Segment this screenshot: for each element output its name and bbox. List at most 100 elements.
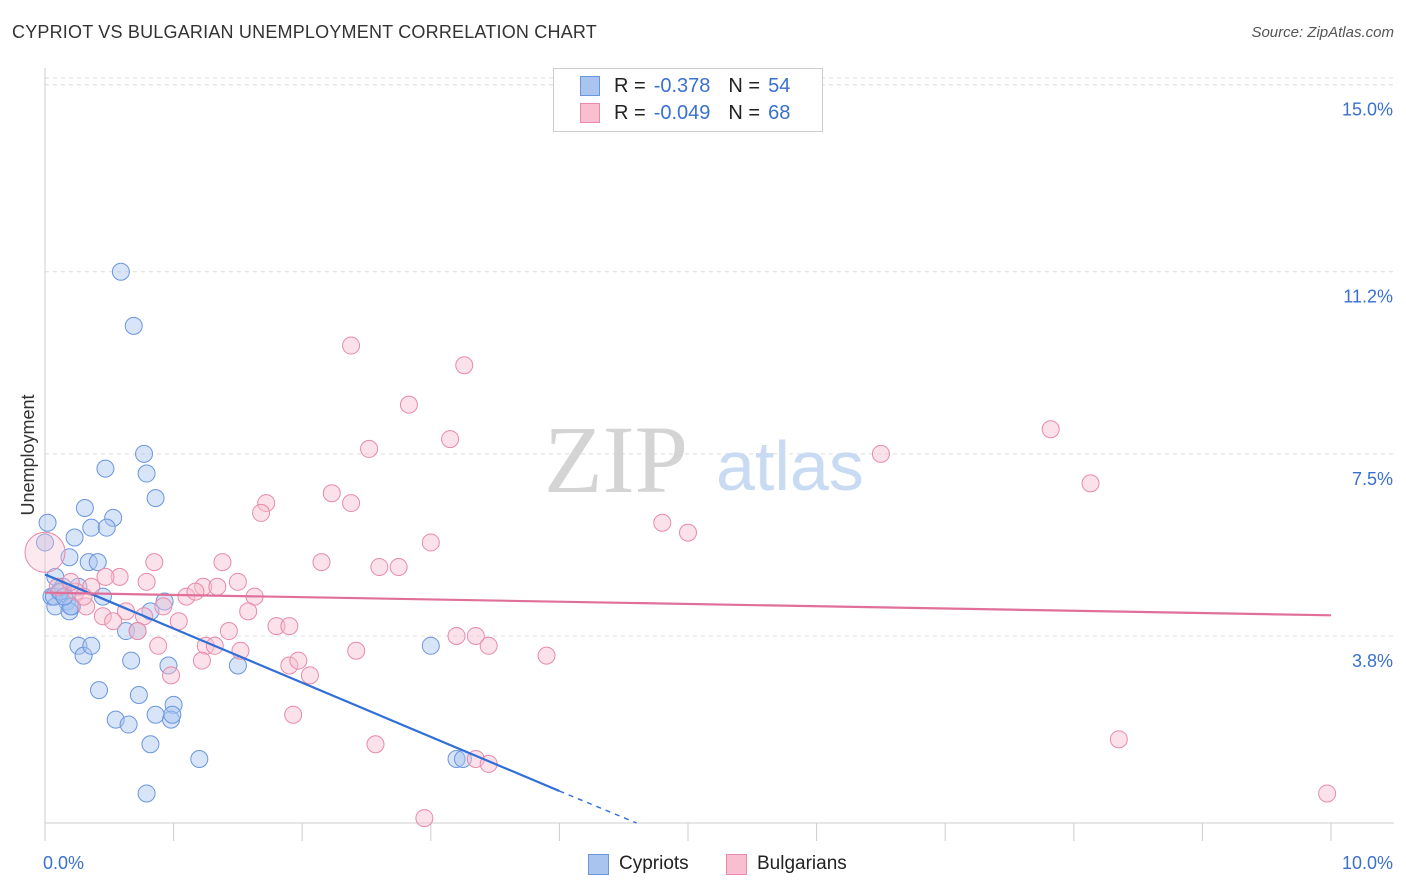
bulgarian-point xyxy=(455,356,474,375)
bulgarian-point xyxy=(186,582,205,601)
bulgarian-point xyxy=(679,523,697,542)
bulgarian-point xyxy=(280,656,299,675)
legend-row-bulgarians: R = -0.049 N = 68 xyxy=(580,100,790,126)
bulgarian-point xyxy=(267,617,286,636)
cypriot-point xyxy=(82,518,101,537)
bulgarian-point xyxy=(871,444,890,463)
bulgarian-point xyxy=(96,567,115,586)
cypriot-point xyxy=(36,533,54,552)
cypriot-point xyxy=(190,750,209,769)
bulgarian-point xyxy=(104,612,123,631)
y-axis-label: Unemployment xyxy=(18,394,38,515)
bulgarian-point xyxy=(1081,474,1100,493)
cypriot-trend-line xyxy=(44,573,560,793)
bulgarian-point xyxy=(415,809,434,828)
bottom-legend-bulgarians: Bulgarians xyxy=(726,852,847,876)
bulgarian-point xyxy=(1109,730,1128,749)
y-tick-label: 3.8% xyxy=(1352,651,1393,671)
x-tick-label: 0.0% xyxy=(43,853,84,873)
cypriot-trend-extension xyxy=(559,790,637,824)
cypriot-point xyxy=(146,705,165,724)
bulgarian-point xyxy=(24,531,66,573)
watermark-zip: ZIP xyxy=(544,406,688,513)
bottom-legend-cypriots: Cypriots xyxy=(588,852,689,876)
bulgarian-point xyxy=(110,567,129,586)
cypriot-point xyxy=(137,784,156,803)
bulgarian-point xyxy=(479,636,498,655)
bulgarian-point xyxy=(149,636,168,655)
bulgarian-point xyxy=(208,577,227,596)
legend-n-label: N = xyxy=(728,101,761,124)
watermark-atlas: atlas xyxy=(716,427,864,505)
y-tick-label: 11.2% xyxy=(1343,287,1393,307)
y-tick-label: 7.5% xyxy=(1352,469,1393,489)
cypriot-point xyxy=(129,686,148,705)
legend-swatch-cypriots xyxy=(580,76,600,96)
bulgarian-point xyxy=(421,533,440,552)
bulgarian-point xyxy=(289,651,308,670)
bulgarian-point xyxy=(228,572,247,591)
grid-lines xyxy=(45,77,1394,637)
bulgarian-point xyxy=(322,484,341,503)
legend-n-value: 54 xyxy=(768,74,791,97)
bulgarian-point xyxy=(342,336,361,355)
cypriot-point xyxy=(164,695,183,714)
bulgarian-point xyxy=(137,572,156,591)
bulgarian-point xyxy=(192,651,211,670)
bulgarian-point xyxy=(219,622,238,641)
legend-n-label: N = xyxy=(728,74,761,97)
bulgarian-trend-line xyxy=(44,591,1332,617)
cypriot-point xyxy=(135,444,154,463)
bulgarian-point xyxy=(347,641,366,660)
bottom-legend-label: Bulgarians xyxy=(757,853,847,874)
bulgarian-point xyxy=(177,587,196,606)
cypriot-point xyxy=(163,705,182,724)
bulgarian-point xyxy=(252,503,271,522)
bottom-legend-swatch-cypriots xyxy=(588,853,609,875)
bulgarian-point xyxy=(360,439,379,458)
bulgarian-point xyxy=(1318,784,1337,803)
bulgarian-point xyxy=(162,666,181,685)
bulgarian-point xyxy=(389,558,408,577)
cypriot-point xyxy=(96,459,115,478)
bottom-legend-swatch-bulgarians xyxy=(726,853,747,875)
cypriot-point xyxy=(69,636,88,655)
cypriot-point xyxy=(228,656,247,675)
cypriot-point xyxy=(124,316,143,335)
bulgarian-point xyxy=(466,626,485,645)
source-credit: Source: ZipAtlas.com xyxy=(1251,24,1394,41)
bulgarian-point xyxy=(257,494,276,513)
bulgarian-point xyxy=(239,602,258,621)
legend-n-value: 68 xyxy=(768,101,791,124)
legend-r-label: R = xyxy=(614,74,646,97)
cypriot-point xyxy=(38,513,57,532)
bulgarian-point xyxy=(1041,420,1060,439)
cypriot-point xyxy=(137,464,156,483)
bulgarian-point xyxy=(300,666,319,685)
cypriot-point xyxy=(74,646,93,665)
cypriot-point xyxy=(65,528,84,547)
cypriot-point xyxy=(88,553,107,572)
bulgarian-point xyxy=(399,395,418,414)
legend-row-cypriots: R = -0.378 N = 54 xyxy=(580,73,790,99)
cypriot-point xyxy=(104,508,123,527)
bulgarian-point xyxy=(312,553,331,572)
bulgarian-point xyxy=(370,558,389,577)
cypriot-point xyxy=(79,553,98,572)
bulgarian-point xyxy=(447,626,466,645)
bulgarian-point xyxy=(280,617,299,636)
cypriot-point xyxy=(447,750,466,769)
cypriot-point xyxy=(119,715,138,734)
bulgarian-point xyxy=(128,622,147,641)
cypriot-point xyxy=(146,489,165,508)
bulgarian-point xyxy=(366,735,385,754)
bulgarian-point xyxy=(154,597,173,616)
correlation-legend: R = -0.378 N = 54 R = -0.049 N = 68 xyxy=(553,68,823,132)
cypriot-point xyxy=(82,636,101,655)
legend-r-value: -0.049 xyxy=(653,101,711,124)
bulgarian-point xyxy=(284,705,303,724)
x-tick-label: 10.0% xyxy=(1342,853,1393,873)
chart-title: CYPRIOT VS BULGARIAN UNEMPLOYMENT CORREL… xyxy=(12,22,597,42)
cypriot-point xyxy=(97,518,116,537)
